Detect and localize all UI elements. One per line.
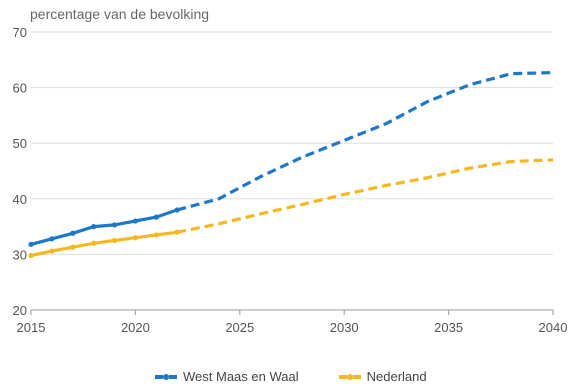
grid-lines <box>31 31 553 311</box>
x-tick-label: 2040 <box>539 320 568 335</box>
x-tick-label: 2025 <box>225 320 254 335</box>
y-tick-label: 70 <box>13 25 27 40</box>
data-point-nederland <box>174 229 180 235</box>
series-line-nederland <box>30 230 178 258</box>
data-point-west-maas-en-waal <box>91 224 97 230</box>
legend-item-nederland: Nederland <box>338 369 427 384</box>
series-line-projection-west-maas-en-waal <box>176 71 554 212</box>
data-point-west-maas-en-waal <box>49 236 55 242</box>
x-tick-label: 2015 <box>17 320 46 335</box>
y-tick-label: 40 <box>13 192 27 207</box>
data-point-west-maas-en-waal <box>132 218 138 224</box>
x-tick-label: 2035 <box>434 320 463 335</box>
legend-item-west-maas-en-waal: West Maas en Waal <box>155 369 299 384</box>
y-tick-label: 60 <box>13 81 27 96</box>
data-point-west-maas-en-waal <box>70 230 76 236</box>
data-point-nederland <box>70 244 76 250</box>
series-line-projection-nederland <box>176 158 554 234</box>
data-point-nederland <box>132 235 138 241</box>
legend-swatch-west-maas-en-waal <box>155 373 177 380</box>
y-axis-title: percentage van de bevolking <box>30 6 210 22</box>
data-point-west-maas-en-waal <box>111 222 118 228</box>
y-tick-label: 50 <box>13 136 27 151</box>
data-point-nederland <box>28 252 34 259</box>
x-tick-label: 2020 <box>121 320 150 335</box>
x-tick-label: 2030 <box>330 320 359 335</box>
data-point-nederland <box>49 248 55 254</box>
y-tick-label: 20 <box>13 303 27 318</box>
data-point-nederland <box>153 232 159 238</box>
series-line-west-maas-en-waal <box>30 208 178 246</box>
legend-label-nederland: Nederland <box>366 369 427 384</box>
data-point-nederland <box>111 237 118 244</box>
legend-label-west-maas-en-waal: West Maas en Waal <box>183 369 299 384</box>
data-point-nederland <box>91 240 97 246</box>
y-tick-label: 30 <box>13 247 27 262</box>
x-tick-labels: 2015 2020 2025 2030 2035 2040 <box>17 310 568 335</box>
legend: West Maas en Waal Nederland <box>155 369 467 384</box>
y-tick-labels: 20 30 40 50 60 70 <box>13 25 27 318</box>
data-point-west-maas-en-waal <box>153 214 159 220</box>
data-point-west-maas-en-waal <box>174 207 180 213</box>
data-point-west-maas-en-waal <box>28 241 34 247</box>
series-lines <box>28 71 554 259</box>
legend-swatch-nederland <box>338 373 361 380</box>
